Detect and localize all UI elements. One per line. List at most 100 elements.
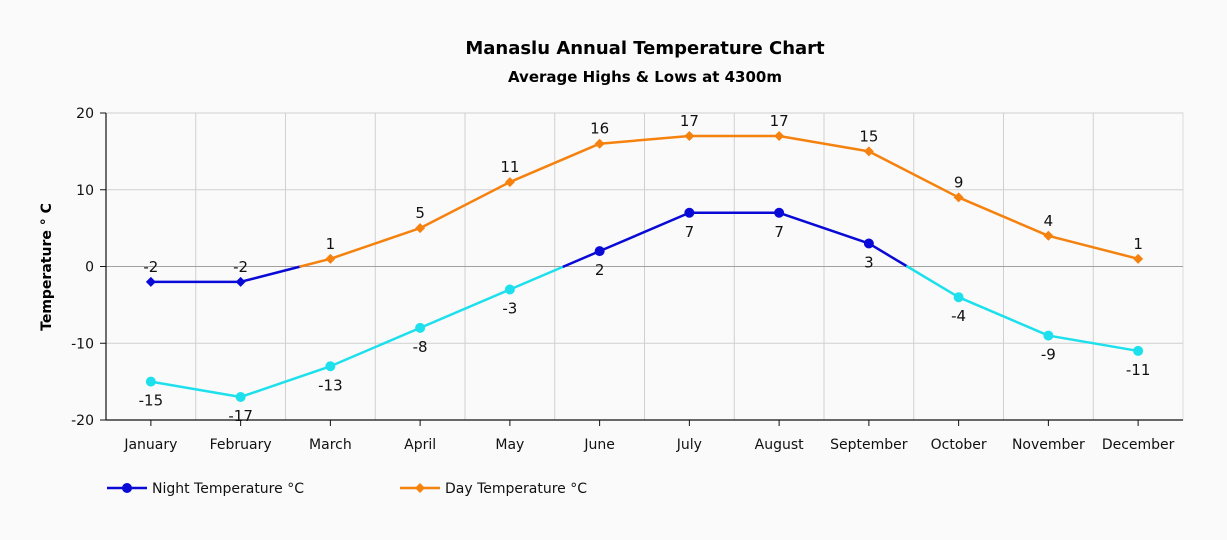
data-label: -3	[502, 300, 517, 318]
data-point	[1133, 345, 1144, 356]
data-label: -2	[143, 258, 158, 276]
chart-subtitle: Average Highs & Lows at 4300m	[508, 68, 782, 86]
legend-label: Night Temperature °C	[152, 481, 304, 497]
data-point	[235, 276, 246, 287]
legend-marker	[415, 483, 425, 493]
data-label: 1	[326, 235, 336, 253]
series-line-segment	[867, 150, 960, 199]
series-line-segment	[149, 380, 242, 399]
data-label: -2	[233, 258, 248, 276]
x-tick-label: August	[755, 437, 805, 453]
data-label: 15	[859, 127, 878, 145]
data-label: 17	[770, 112, 789, 130]
x-tick-label: July	[676, 437, 702, 453]
data-label: -17	[228, 407, 253, 425]
data-label: 16	[590, 120, 609, 138]
series-line-segment	[777, 134, 871, 153]
data-point	[1043, 230, 1054, 241]
data-label: 7	[774, 223, 784, 241]
grid	[105, 112, 1184, 421]
data-point	[863, 146, 874, 157]
data-label: -8	[413, 338, 428, 356]
series-line-segment	[562, 249, 601, 268]
data-label: 1	[1133, 235, 1143, 253]
data-point	[953, 192, 964, 203]
data-label: 4	[1044, 212, 1054, 230]
data-label: 17	[680, 112, 699, 130]
data-point	[415, 322, 426, 333]
series-line-segment	[508, 265, 565, 291]
data-point	[1133, 253, 1144, 264]
data-label: 11	[500, 158, 519, 176]
series-line-segment	[957, 295, 1050, 337]
x-tick-label: April	[404, 437, 436, 453]
x-tick-label: September	[830, 437, 908, 453]
series-line-segment	[598, 211, 691, 253]
data-point	[774, 131, 785, 142]
series-line-segment	[1047, 234, 1140, 261]
series-line-segment	[906, 265, 960, 299]
series-line-segment	[418, 180, 512, 230]
data-point	[953, 292, 964, 303]
data-point	[594, 138, 605, 149]
legend-marker	[122, 483, 132, 493]
series-line-segment	[418, 288, 512, 330]
data-point	[504, 284, 515, 295]
x-tick-label: December	[1102, 437, 1175, 453]
x-tick-label: November	[1012, 437, 1085, 453]
series-line-segment	[777, 211, 871, 245]
data-point	[415, 223, 426, 234]
y-tick-label: 20	[76, 106, 94, 122]
data-point	[325, 361, 336, 372]
series-line-segment	[867, 242, 909, 268]
data-point	[774, 207, 785, 218]
data-point	[594, 246, 605, 257]
x-tick-label: May	[495, 437, 524, 453]
y-tick-label: -20	[71, 413, 94, 429]
series-line-segment	[239, 265, 302, 284]
legend-item-night[interactable]: Night Temperature °C	[107, 481, 304, 497]
x-tick-label: June	[583, 437, 615, 453]
data-point	[863, 238, 874, 249]
data-label: -15	[139, 392, 164, 410]
data-label: -13	[318, 376, 343, 394]
data-point	[325, 253, 336, 264]
chart-title: Manaslu Annual Temperature Chart	[465, 38, 825, 59]
x-tick-label: January	[123, 437, 177, 453]
series-line-segment	[299, 257, 332, 268]
series-line-segment	[957, 196, 1050, 238]
legend-label: Day Temperature °C	[445, 481, 587, 497]
axes: 20 10 0 -10 -20 January February March April May J…	[71, 106, 1183, 453]
data-label: 9	[954, 173, 964, 191]
y-axis-title: Temperature ° C	[39, 203, 55, 331]
y-tick-label: 0	[85, 260, 94, 276]
series-line-segment	[598, 134, 691, 145]
y-tick-label: -10	[71, 336, 94, 352]
data-label: -9	[1041, 346, 1056, 364]
x-tick-label: March	[309, 437, 352, 453]
series-line-segment	[329, 226, 422, 261]
series-line-segment	[239, 365, 332, 399]
data-point	[145, 376, 156, 387]
legend-item-day[interactable]: Day Temperature °C	[400, 481, 587, 497]
series-night: -15 -17 -13 -8 -3 2 7 7 3 -4 -9 -11	[139, 207, 1151, 425]
data-label: 2	[595, 261, 605, 279]
data-label: 5	[415, 204, 425, 222]
data-point	[504, 177, 515, 188]
legend: Night Temperature °C Day Temperature °C	[107, 481, 587, 497]
data-label: -4	[951, 307, 966, 325]
y-tick-label: 10	[76, 183, 94, 199]
data-label: 7	[685, 223, 695, 241]
data-label: -11	[1126, 361, 1151, 379]
data-point	[1043, 330, 1054, 341]
series-line-segment	[329, 326, 422, 368]
data-point	[145, 276, 156, 287]
data-label: 3	[864, 253, 874, 271]
data-point	[684, 131, 695, 142]
series-line-segment	[508, 142, 601, 184]
data-point	[684, 207, 695, 218]
